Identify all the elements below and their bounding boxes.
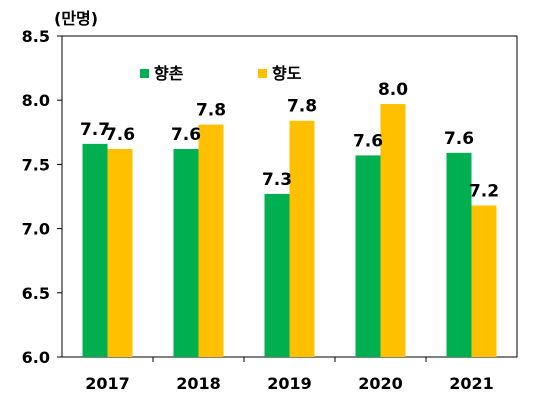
bar-2020-1 — [380, 104, 406, 357]
y-tick-label: 6.5 — [22, 284, 50, 303]
bar-2019-0 — [264, 193, 290, 357]
data-label: 7.8 — [287, 97, 317, 117]
x-tick-label: 2018 — [176, 374, 221, 393]
y-tick-label: 8.0 — [22, 91, 50, 110]
data-label: 7.3 — [262, 170, 292, 190]
data-label: 7.6 — [171, 125, 201, 145]
legend-swatch — [140, 69, 149, 78]
data-label: 7.7 — [80, 120, 110, 140]
axes: 6.0 6.5 7.0 7.5 8.0 8.5 2017 2018 2019 2020 2021 — [22, 27, 518, 393]
unit-label: (만명) — [54, 9, 98, 28]
bar-2017-0 — [82, 143, 108, 357]
bars — [82, 104, 497, 357]
bar-2018-1 — [198, 124, 224, 357]
y-tick-label: 7.0 — [22, 220, 50, 239]
data-label: 8.0 — [378, 80, 408, 100]
bar-2021-0 — [446, 152, 472, 357]
bar-2021-1 — [471, 205, 497, 357]
x-tick-label: 2021 — [449, 374, 494, 393]
legend-swatch — [258, 69, 267, 78]
x-tick-label: 2020 — [358, 374, 403, 393]
data-label: 7.6 — [444, 129, 474, 149]
data-label: 7.8 — [196, 101, 226, 121]
data-labels: 7.77.6 7.67.87.37.87.68.07.67.2 — [80, 80, 499, 201]
bar-2019-1 — [289, 120, 315, 357]
bar-2017-1 — [107, 148, 133, 357]
data-label: 7.6 — [353, 131, 383, 151]
data-label: 7.6 — [105, 125, 135, 145]
y-tick-label: 8.5 — [22, 27, 50, 46]
legend-label: 향촌 — [154, 64, 184, 83]
data-label: 7.2 — [469, 181, 499, 201]
x-tick-label: 2017 — [85, 374, 130, 393]
bar-2018-0 — [173, 148, 199, 357]
y-tick-label: 6.0 — [22, 348, 50, 367]
bar-2020-0 — [355, 155, 381, 357]
y-tick-label: 7.5 — [22, 155, 50, 174]
x-tick-label: 2019 — [267, 374, 312, 393]
legend: 향촌 향도 — [140, 64, 302, 83]
legend-label: 향도 — [272, 64, 302, 83]
